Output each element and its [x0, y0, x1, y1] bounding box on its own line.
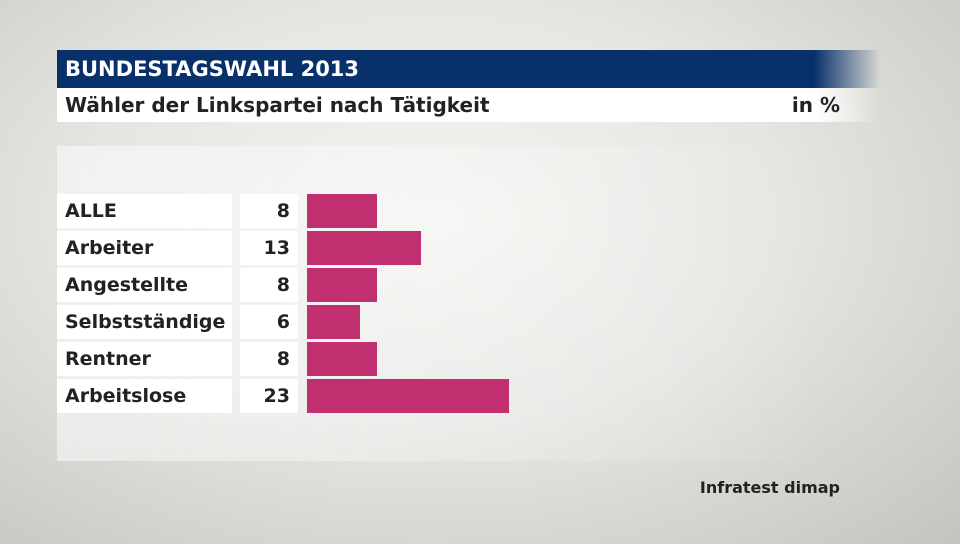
chart-header: BUNDESTAGSWAHL 2013 [57, 50, 880, 88]
bar [307, 194, 378, 228]
bar [307, 268, 378, 302]
value-label: 13 [240, 231, 298, 265]
value-label: 8 [240, 194, 298, 228]
unit-label: in % [791, 93, 840, 117]
bar [307, 305, 360, 339]
value-label: 23 [240, 379, 298, 413]
chart-subtitle-bar: Wähler der Linkspartei nach Tätigkeit in… [57, 88, 880, 122]
value-label: 8 [240, 342, 298, 376]
category-label: Selbstständige [57, 305, 232, 339]
value-label: 6 [240, 305, 298, 339]
category-label: Arbeiter [57, 231, 232, 265]
header-title: BUNDESTAGSWAHL 2013 [65, 57, 360, 81]
category-label: Angestellte [57, 268, 232, 302]
category-label: Arbeitslose [57, 379, 232, 413]
chart-title: Wähler der Linkspartei nach Tätigkeit [65, 93, 490, 117]
value-label: 8 [240, 268, 298, 302]
category-label: Rentner [57, 342, 232, 376]
source-label: Infratest dimap [699, 478, 840, 497]
bar [307, 231, 422, 265]
category-label: ALLE [57, 194, 232, 228]
bar [307, 342, 378, 376]
bar [307, 379, 510, 413]
